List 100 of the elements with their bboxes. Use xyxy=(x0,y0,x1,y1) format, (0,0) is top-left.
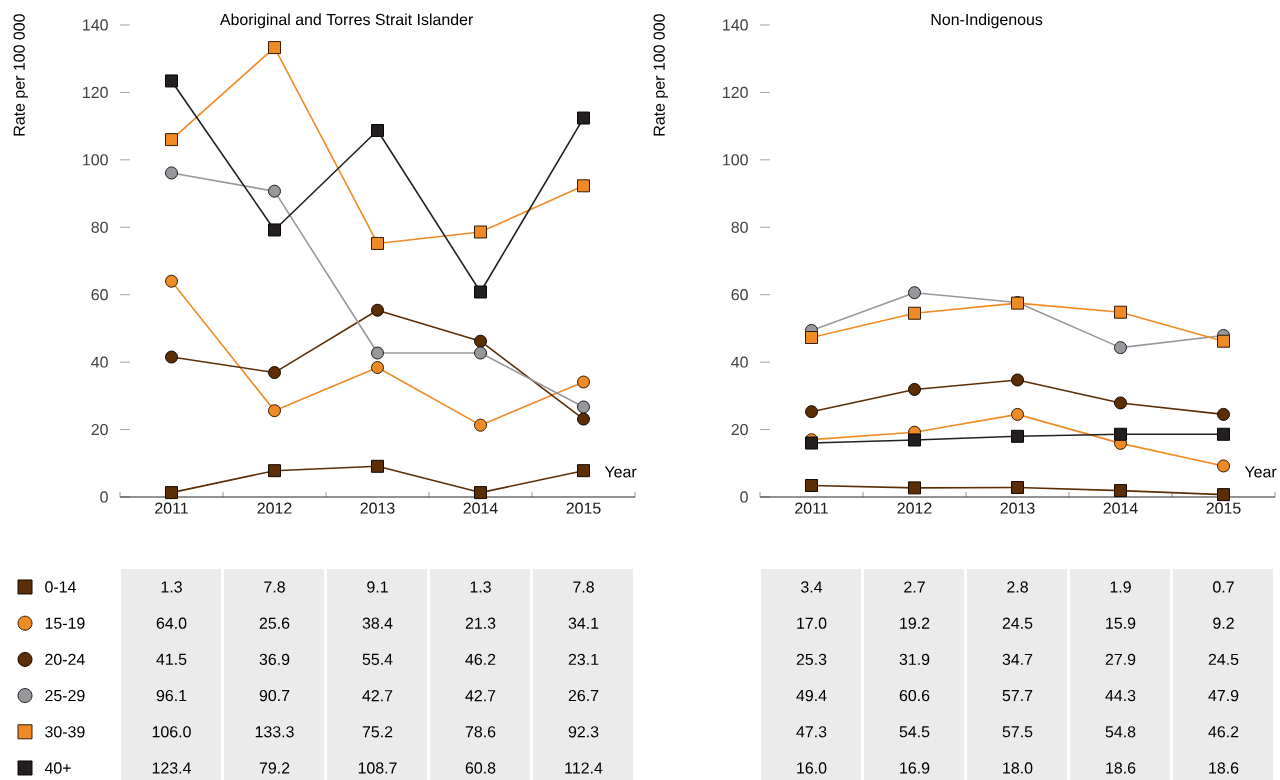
legend-label: 15-19 xyxy=(45,617,85,629)
data-label: 3.4 xyxy=(801,581,823,593)
data-label: 27.9 xyxy=(1105,653,1136,666)
point xyxy=(268,41,282,55)
legend-label: 40+ xyxy=(44,762,71,774)
data-label: 18.0 xyxy=(1003,762,1033,774)
data-label: 92.3 xyxy=(568,726,599,738)
data-label: 96.1 xyxy=(156,689,187,702)
point xyxy=(371,124,385,138)
legend-label: 30-39 xyxy=(45,726,85,738)
data-label: 123.4 xyxy=(152,762,191,774)
x-tick-label: 2011 xyxy=(155,502,188,514)
point xyxy=(474,285,488,299)
point xyxy=(1011,407,1025,421)
data-label: 47.9 xyxy=(1208,689,1239,702)
point xyxy=(1114,396,1128,410)
x-tick-label: 2015 xyxy=(566,502,601,514)
y-tick-label: 120 xyxy=(83,86,108,99)
point xyxy=(371,361,385,375)
data-label: 2.7 xyxy=(904,581,925,593)
data-label: 60.8 xyxy=(465,762,496,774)
data-label: 46.2 xyxy=(465,653,496,666)
point xyxy=(577,375,591,389)
point xyxy=(268,464,282,478)
data-label: 0.7 xyxy=(1213,581,1234,593)
point xyxy=(1114,305,1128,319)
data-label: 25.6 xyxy=(259,617,290,629)
data-label: 9.2 xyxy=(1213,617,1234,629)
point xyxy=(268,404,282,418)
y-tick-label: 100 xyxy=(723,154,748,166)
y-tick-label: 20 xyxy=(731,423,748,436)
point xyxy=(1011,481,1025,495)
chart-title: Aboriginal and Torres Strait Islander xyxy=(219,13,473,29)
point xyxy=(1217,488,1231,502)
data-label: 42.7 xyxy=(362,690,393,702)
data-label: 31.9 xyxy=(899,653,930,666)
x-axis-title: Year xyxy=(604,466,637,478)
data-label: 79.2 xyxy=(259,762,290,774)
data-label: 21.3 xyxy=(465,617,496,629)
point xyxy=(908,433,922,447)
data-label: 17.0 xyxy=(797,617,827,629)
point xyxy=(165,74,179,88)
data-label: 60.6 xyxy=(899,689,930,702)
point xyxy=(1011,373,1025,387)
point xyxy=(1217,334,1231,348)
data-label: 64.0 xyxy=(156,617,187,629)
data-label: 38.4 xyxy=(362,617,393,629)
point xyxy=(577,400,591,414)
legend-label: 25-29 xyxy=(45,689,85,702)
point xyxy=(1217,427,1231,441)
point xyxy=(1114,484,1128,498)
data-label: 1.3 xyxy=(161,581,182,593)
y-tick-label: 100 xyxy=(83,154,108,166)
x-tick-label: 2012 xyxy=(257,502,292,514)
data-label: 54.8 xyxy=(1105,726,1136,738)
y-tick-label: 140 xyxy=(723,19,748,31)
x-tick-label: 2013 xyxy=(1000,502,1035,514)
data-label: 106.0 xyxy=(152,726,191,738)
point xyxy=(1011,429,1025,443)
point xyxy=(165,166,179,180)
data-label: 108.7 xyxy=(358,762,397,774)
point xyxy=(577,179,591,193)
data-label: 57.7 xyxy=(1002,690,1033,702)
x-tick-label: 2011 xyxy=(795,502,828,514)
data-label: 24.5 xyxy=(1208,653,1239,666)
data-label: 18.6 xyxy=(1209,762,1239,774)
point xyxy=(577,464,591,478)
point xyxy=(474,486,488,500)
point xyxy=(805,405,819,419)
y-tick-label: 0 xyxy=(100,491,108,503)
point xyxy=(474,225,488,239)
point xyxy=(371,346,385,360)
y-tick-label: 60 xyxy=(731,289,748,301)
data-label: 41.5 xyxy=(156,653,187,665)
point xyxy=(474,418,488,432)
data-label: 2.8 xyxy=(1007,581,1028,593)
point xyxy=(805,479,819,493)
point xyxy=(165,133,179,147)
legend-label: 20-24 xyxy=(45,653,85,666)
point xyxy=(371,459,385,473)
data-label: 24.5 xyxy=(1002,617,1033,629)
data-label: 15.9 xyxy=(1106,617,1136,629)
data-label: 55.4 xyxy=(362,653,393,665)
data-label: 16.0 xyxy=(797,762,827,774)
point xyxy=(165,274,179,288)
x-tick-label: 2014 xyxy=(463,502,498,514)
y-tick-label: 120 xyxy=(723,86,748,99)
point xyxy=(268,223,282,237)
data-label: 1.3 xyxy=(470,581,491,593)
data-label: 16.9 xyxy=(900,762,930,774)
y-tick-label: 40 xyxy=(91,356,108,368)
point xyxy=(908,306,922,320)
data-label: 90.7 xyxy=(259,689,290,702)
chart-title: Non-Indigenous xyxy=(931,13,1043,29)
point xyxy=(371,303,385,317)
y-tick-label: 0 xyxy=(740,491,748,503)
data-label: 78.6 xyxy=(465,726,496,738)
data-label: 49.4 xyxy=(796,689,827,702)
data-label: 23.1 xyxy=(568,653,599,666)
x-tick-label: 2013 xyxy=(360,502,395,514)
